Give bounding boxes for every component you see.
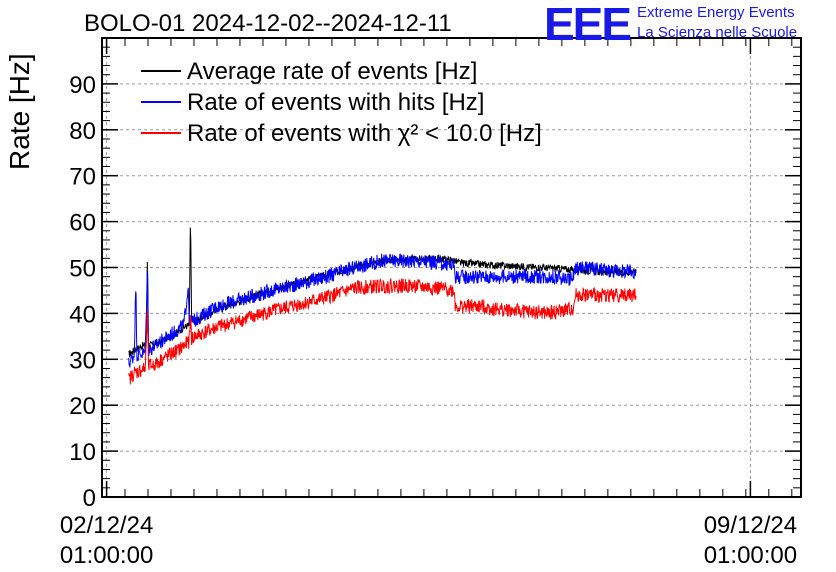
y-tick-label: 20 xyxy=(69,393,96,420)
logo-line2: La Scienza nelle Scuole xyxy=(637,24,798,41)
legend-entry-label: Rate of events with χ² < 10.0 [Hz] xyxy=(187,120,542,147)
legend-entry-label: Average rate of events [Hz] xyxy=(187,58,477,85)
series-layer xyxy=(128,227,637,385)
chart-title: BOLO-01 2024-12-02--2024-12-11 xyxy=(84,10,452,37)
legend: Average rate of events [Hz] Rate of event… xyxy=(141,58,542,147)
series-line xyxy=(128,253,637,368)
y-tick-label: 90 xyxy=(69,72,96,99)
series-line xyxy=(128,278,637,385)
x-tick-label-time: 01:00:00 xyxy=(60,542,153,569)
y-tick-label: 80 xyxy=(69,118,96,145)
y-tick-label: 10 xyxy=(69,439,96,466)
logo-line1: Extreme Energy Events xyxy=(637,4,795,21)
y-tick-label: 40 xyxy=(69,301,96,328)
logo-caption: Extreme Energy Events La Scienza nelle S… xyxy=(637,3,797,43)
y-tick-label: 30 xyxy=(69,347,96,374)
x-tick-label-date: 09/12/24 xyxy=(704,512,797,539)
y-tick-label: 50 xyxy=(69,256,96,283)
y-tick-label: 0 xyxy=(83,485,96,512)
x-tick-label-time: 01:00:00 xyxy=(704,542,797,569)
y-tick-label: 70 xyxy=(69,164,96,191)
y-tick-label: 60 xyxy=(69,210,96,237)
legend-entry-label: Rate of events with hits [Hz] xyxy=(187,89,484,116)
y-axis-label: Rate [Hz] xyxy=(4,53,35,170)
ticks-layer: 0 10 20 30 40 50 60 70 80 90 02/12/24 01:00:00 09/12… xyxy=(60,38,801,569)
eee-logo: EEE xyxy=(544,2,632,46)
logo-letters: EEE xyxy=(544,2,630,46)
x-tick-label-date: 02/12/24 xyxy=(60,512,153,539)
